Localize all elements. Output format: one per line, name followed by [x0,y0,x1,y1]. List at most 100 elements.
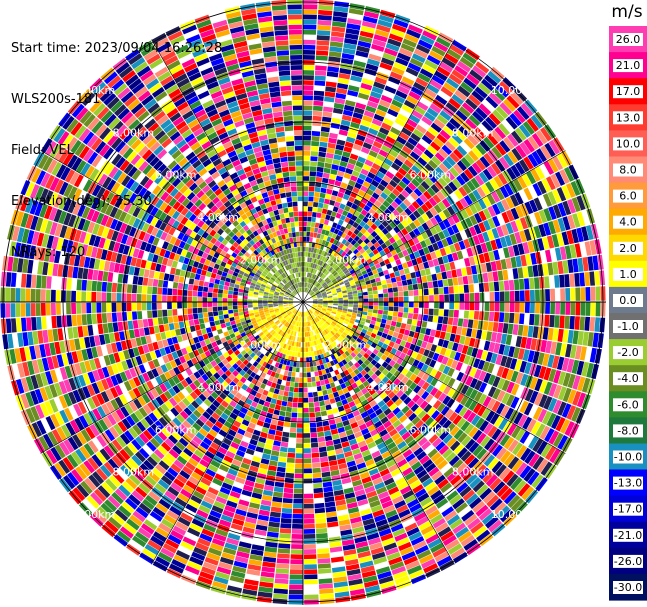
gate-cell [351,315,357,319]
gate-cell [374,377,382,384]
gate-cell [363,295,369,299]
gate-cell [381,57,395,66]
gate-cell [314,253,319,259]
gate-cell [319,588,334,594]
gate-cell [433,287,439,295]
gate-cell [352,187,360,194]
gate-cell [507,245,515,258]
gate-cell [473,358,481,369]
gate-cell [362,216,370,224]
gate-cell [395,350,402,357]
gate-cell [315,282,320,287]
gate-cell [338,349,345,355]
gate-cell [373,325,380,331]
gate-cell [362,164,372,172]
gate-cell [441,144,453,155]
gate-cell [482,272,489,283]
gate-cell [356,224,363,232]
gate-cell [334,325,340,331]
gate-cell [460,157,471,168]
gate-cell [437,316,444,324]
gate-cell [547,327,554,341]
gate-cell [322,274,327,280]
gate-cell [326,280,332,285]
gate-cell [517,267,524,279]
gate-cell [582,331,589,346]
gate-cell [519,465,532,479]
gate-cell [406,279,413,285]
gate-cell [528,227,537,240]
gate-cell [525,253,532,266]
gate-cell [343,172,352,180]
gate-cell [483,340,491,351]
gate-cell [548,368,557,382]
gate-cell [408,90,421,101]
gate-cell [463,355,471,365]
gate-cell [551,415,561,430]
gate-cell [545,249,552,263]
gate-cell [356,352,363,359]
gate-cell [418,333,425,341]
gate-cell [366,154,376,163]
gate-cell [340,214,346,221]
gate-cell [348,8,364,16]
gate-cell [281,400,288,407]
gate-cell [465,375,474,386]
gate-cell [327,295,333,298]
gate-cell [545,289,550,301]
gate-cell [565,343,572,358]
gate-cell [430,377,439,387]
gate-cell [353,198,361,206]
gate-cell [460,384,470,395]
gate-cell [325,193,332,200]
gate-cell [512,324,519,336]
gate-cell [421,341,428,349]
gate-cell [379,336,386,343]
gate-cell [403,354,411,362]
gate-cell [355,269,361,275]
gate-cell [318,9,333,16]
gate-cell [335,234,341,241]
gate-cell [515,372,524,385]
gate-cell [559,274,565,288]
gate-cell [421,231,429,240]
gate-cell [303,145,311,151]
gate-cell [189,325,196,332]
gate-cell [406,155,417,165]
gate-cell [284,386,290,392]
gate-cell [328,419,336,425]
gate-cell [456,221,464,232]
gate-cell [474,86,488,99]
gate-cell [404,409,414,418]
gate-cell [474,391,483,403]
gate-cell [460,208,469,219]
gate-cell [364,159,374,167]
gate-cell [402,312,409,319]
gate-cell [462,489,476,502]
gate-cell [400,211,409,219]
gate-cell [282,503,293,509]
gate-cell [421,167,431,177]
gate-cell [432,400,442,410]
gate-cell [326,147,335,154]
gate-cell [476,186,486,198]
gate-cell [559,246,567,260]
gate-cell [538,209,548,223]
gate-cell [447,253,454,263]
gate-cell [307,304,312,307]
gate-cell [314,406,321,412]
gate-cell [366,283,372,289]
gate-cell [372,290,378,295]
gate-cell [308,191,315,197]
gate-cell [434,152,445,163]
gate-cell [307,206,313,212]
gate-cell [322,420,330,427]
gate-cell [592,255,599,271]
gate-cell [484,74,498,88]
gate-cell [361,387,369,395]
gate-cell [545,445,557,461]
gate-cell [410,272,417,279]
gate-cell [446,490,459,502]
gate-cell [429,50,444,61]
gate-cell [564,274,570,288]
